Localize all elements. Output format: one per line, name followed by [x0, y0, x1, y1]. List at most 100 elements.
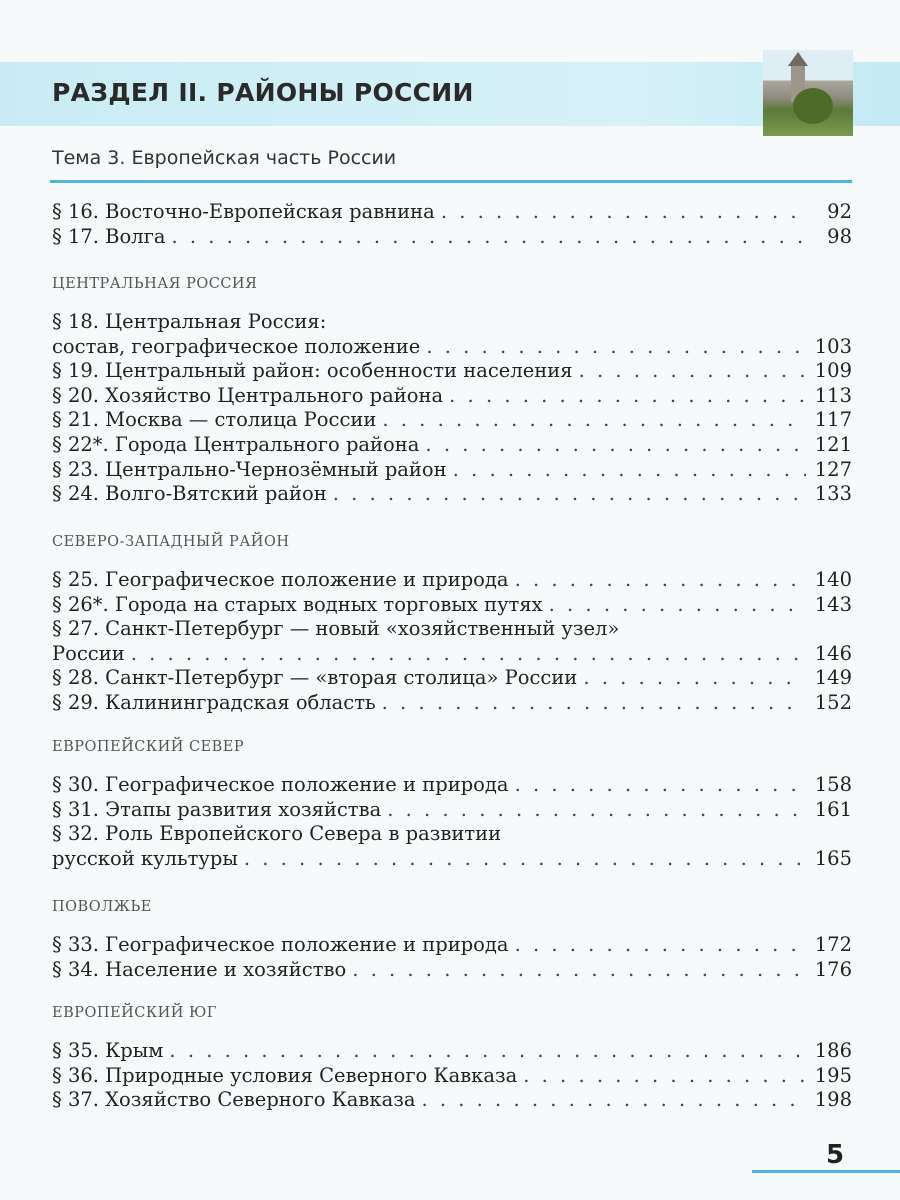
- toc-group: ЕВРОПЕЙСКИЙ ЮГ § 35. Крым 186 § 36. Природн…: [52, 1001, 852, 1113]
- toc-entry[interactable]: § 27. Санкт-Петербург — новый «хозяйстве…: [52, 617, 852, 642]
- dot-leader: [523, 1064, 806, 1089]
- page-number: 5: [826, 1140, 845, 1170]
- entry-title: § 23. Центрально-Чернозёмный район: [52, 457, 447, 481]
- entry-title: § 33. Географическое положение и природа: [52, 933, 509, 956]
- toc-entry[interactable]: § 23. Центрально-Чернозёмный район 127: [52, 458, 852, 483]
- toc-entry[interactable]: § 31. Этапы развития хозяйства 161: [52, 798, 852, 823]
- entry-page: 161: [814, 797, 852, 821]
- dot-leader: [425, 433, 806, 458]
- toc-entry[interactable]: русской культуры 165: [52, 847, 852, 872]
- entry-page: 172: [814, 933, 852, 956]
- toc-entry[interactable]: § 25. Географическое положение и природа…: [52, 568, 852, 593]
- toc-entry[interactable]: России 146: [52, 642, 852, 667]
- entry-page: 133: [814, 482, 852, 506]
- dot-leader: [244, 847, 806, 872]
- entry-title: § 24. Волго-Вятский район: [52, 482, 327, 506]
- entry-title: § 36. Природные условия Северного Кавказ…: [52, 1063, 518, 1087]
- header-band: [0, 62, 900, 126]
- entry-title: § 34. Население и хозяйство: [52, 957, 347, 981]
- toc-entry[interactable]: § 37. Хозяйство Северного Кавказа 198: [52, 1088, 852, 1113]
- entry-title: § 26*. Города на старых водных торговых …: [52, 592, 543, 616]
- toc-entry[interactable]: § 26*. Города на старых водных торговых …: [52, 593, 852, 618]
- dot-leader: [515, 568, 806, 593]
- entry-title: § 35. Крым: [52, 1039, 164, 1062]
- entry-page: 98: [827, 224, 852, 248]
- group-heading: ЕВРОПЕЙСКИЙ ЮГ: [52, 1005, 217, 1021]
- toc-entry[interactable]: § 17. Волга 98: [52, 225, 852, 250]
- toc-entry[interactable]: § 20. Хозяйство Центрального района 113: [52, 384, 852, 409]
- entry-page: 165: [814, 846, 852, 870]
- toc-entry[interactable]: § 34. Население и хозяйство 176: [52, 958, 852, 983]
- entry-title: § 27. Санкт-Петербург — новый «хозяйстве…: [52, 617, 620, 641]
- entry-title: § 16. Восточно-Европейская равнина: [52, 200, 435, 223]
- toc-entry[interactable]: § 22*. Города Центрального района 121: [52, 433, 852, 458]
- entry-title: состав, географическое положение: [52, 334, 421, 358]
- entry-page: 127: [814, 457, 852, 481]
- topic-divider: [50, 180, 852, 183]
- entry-page: 140: [814, 568, 852, 591]
- dot-leader: [131, 642, 806, 667]
- section-title: РАЗДЕЛ II. РАЙОНЫ РОССИИ: [52, 78, 474, 107]
- entry-title: § 32. Роль Европейского Севера в развити…: [52, 822, 502, 846]
- group-heading: ПОВОЛЖЬЕ: [52, 899, 152, 915]
- toc-entry[interactable]: § 24. Волго-Вятский район 133: [52, 482, 852, 507]
- entry-page: 198: [814, 1088, 852, 1112]
- dot-leader: [169, 1039, 806, 1064]
- entry-page: 113: [814, 383, 852, 407]
- entry-page: 195: [814, 1063, 852, 1087]
- entry-page: 152: [814, 690, 852, 714]
- entry-title: § 37. Хозяйство Северного Кавказа: [52, 1088, 416, 1112]
- entry-title: § 20. Хозяйство Центрального района: [52, 383, 444, 407]
- toc-entry[interactable]: § 16. Восточно-Европейская равнина 92: [52, 200, 852, 225]
- entry-title: § 30. Географическое положение и природа: [52, 773, 509, 796]
- entry-title: § 31. Этапы развития хозяйства: [52, 797, 382, 821]
- toc-group: ЦЕНТРАЛЬНАЯ РОССИЯ § 18. Центральная Росс…: [52, 272, 852, 507]
- toc-entry[interactable]: § 32. Роль Европейского Севера в развити…: [52, 822, 852, 847]
- dot-leader: [549, 593, 806, 618]
- group-heading: ЕВРОПЕЙСКИЙ СЕВЕР: [52, 739, 245, 755]
- dot-leader: [382, 408, 806, 433]
- entry-page: 158: [814, 773, 852, 796]
- dot-leader: [449, 384, 806, 409]
- entry-page: 143: [814, 592, 852, 616]
- dot-leader: [583, 666, 806, 691]
- toc-entry[interactable]: § 30. Географическое положение и природа…: [52, 773, 852, 798]
- toc-entry[interactable]: состав, географическое положение 103: [52, 335, 852, 360]
- toc-group: § 16. Восточно-Европейская равнина92§ 17…: [52, 200, 852, 249]
- dot-leader: [515, 933, 806, 958]
- entry-page: 149: [814, 666, 852, 690]
- page-number-rule: [752, 1170, 900, 1173]
- toc-entry[interactable]: § 33. Географическое положение и природа…: [52, 933, 852, 958]
- entry-title: § 28. Санкт-Петербург — «вторая столица»…: [52, 666, 578, 690]
- dot-leader: [387, 798, 806, 823]
- entry-title: § 21. Москва — столица России: [52, 408, 377, 432]
- toc-entry[interactable]: § 29. Калининградская область 152: [52, 691, 852, 716]
- toc-entry[interactable]: § 28. Санкт-Петербург — «вторая столица»…: [52, 666, 852, 691]
- entry-page: 103: [814, 334, 852, 358]
- entry-title: § 18. Центральная Россия:: [52, 310, 327, 333]
- topic-title: Тема 3. Европейская часть России: [52, 147, 397, 169]
- entry-page: 186: [814, 1039, 852, 1062]
- toc-group: СЕВЕРО-ЗАПАДНЫЙ РАЙОН § 25. Географическо…: [52, 530, 852, 716]
- dot-leader: [579, 359, 806, 384]
- dot-leader: [441, 200, 806, 225]
- toc-entry[interactable]: § 36. Природные условия Северного Кавказ…: [52, 1064, 852, 1089]
- entry-title: русской культуры: [52, 846, 238, 870]
- entry-page: 92: [827, 200, 852, 223]
- dot-leader: [352, 958, 806, 983]
- dot-leader: [421, 1088, 806, 1113]
- entry-title: § 22*. Города Центрального района: [52, 432, 420, 456]
- group-heading: СЕВЕРО-ЗАПАДНЫЙ РАЙОН: [52, 534, 290, 550]
- entry-title: § 17. Волга: [52, 224, 166, 248]
- entry-title: России: [52, 641, 125, 665]
- toc-entry[interactable]: § 19. Центральный район: особенности нас…: [52, 359, 852, 384]
- toc-entry[interactable]: § 18. Центральная Россия:: [52, 310, 852, 335]
- entry-title: § 25. Географическое положение и природа: [52, 568, 509, 591]
- toc-group: ЕВРОПЕЙСКИЙ СЕВЕР § 30. Географическое по…: [52, 735, 852, 871]
- dot-leader: [426, 335, 806, 360]
- toc-entry[interactable]: § 35. Крым 186: [52, 1039, 852, 1064]
- tower-roof-shape: [788, 52, 808, 66]
- toc-entry[interactable]: § 21. Москва — столица России 117: [52, 408, 852, 433]
- toc-group: ПОВОЛЖЬЕ § 33. Географическое положение и…: [52, 895, 852, 982]
- dot-leader: [515, 773, 806, 798]
